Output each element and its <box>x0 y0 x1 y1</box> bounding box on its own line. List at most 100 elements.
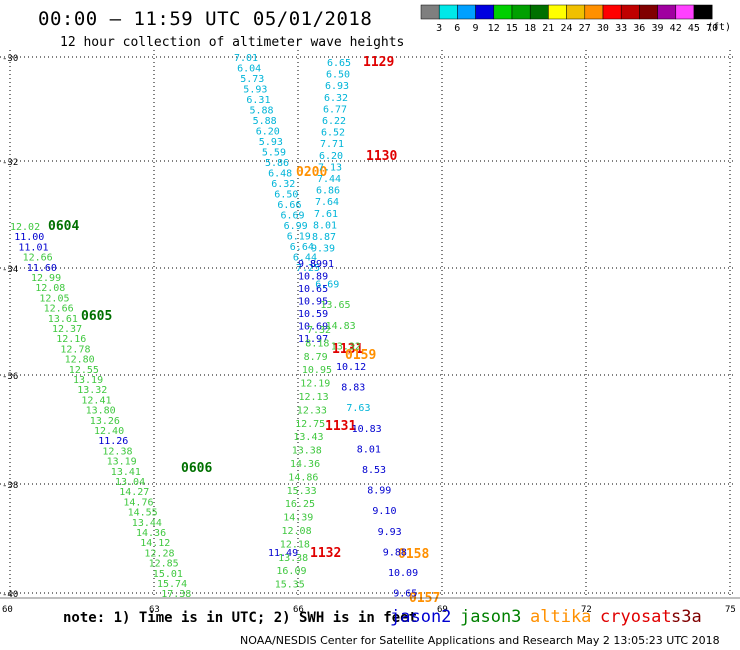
colorbar-swatch <box>602 4 622 20</box>
wave-height-value: 11.26 <box>98 436 128 447</box>
lon-label: 72 <box>581 605 592 615</box>
wave-height-value: 7.64 <box>315 197 339 208</box>
pass-time-label: 0158 <box>398 547 429 562</box>
colorbar-swatch <box>675 4 695 20</box>
wave-height-value: 12.55 <box>69 365 99 376</box>
wave-height-value: 12.99 <box>31 273 61 284</box>
colorbar-label: 21 <box>542 23 554 34</box>
wave-height-value: 9.39 <box>311 244 335 255</box>
wave-height-value: 6.50 <box>274 190 298 201</box>
pass-time-label: 1130 <box>366 149 397 164</box>
wave-height-value: 6.32 <box>324 93 348 104</box>
wave-height-value: 6.20 <box>256 127 280 138</box>
wave-height-value: 6.69 <box>281 211 305 222</box>
wave-height-value: 15.35 <box>275 580 305 591</box>
pass-time-label: 0157 <box>409 591 440 606</box>
wave-height-value: 6.77 <box>323 104 347 115</box>
wave-height-value: 13.32 <box>331 341 361 352</box>
lat-label: -32 <box>2 158 18 168</box>
wave-height-value: 11.00 <box>14 232 44 243</box>
wave-height-value: 6.31 <box>246 95 270 106</box>
wave-height-value: 5.93 <box>243 85 267 96</box>
wave-height-value: 12.28 <box>144 548 174 559</box>
wave-height-value: 9.88 <box>383 547 407 558</box>
wave-height-value: 8.91 <box>310 259 334 270</box>
wave-height-value: 12.80 <box>65 355 95 366</box>
wave-height-value: 13.38 <box>278 553 308 564</box>
wave-height-value: 7.25 <box>296 263 320 274</box>
wave-height-value: 6.86 <box>316 186 340 197</box>
lon-label: 69 <box>437 605 448 615</box>
colorbar-swatch <box>584 4 604 20</box>
wave-height-value: 7.71 <box>320 139 344 150</box>
colorbar-label: 27 <box>579 23 591 34</box>
wave-height-value: 6.04 <box>237 64 261 75</box>
wave-height-value: 5.93 <box>259 137 283 148</box>
wave-height-value: 10.12 <box>336 362 366 373</box>
wave-height-value: 6.64 <box>290 242 314 253</box>
wave-height-value: 14.76 <box>123 497 153 508</box>
wave-height-value: 12.05 <box>39 293 69 304</box>
wave-height-value: 13.80 <box>86 406 116 417</box>
wave-height-value: 10.69 <box>298 322 328 333</box>
wave-height-value: 10.83 <box>352 424 382 435</box>
wave-height-value: 6.19 <box>287 232 311 243</box>
wave-height-value: 13.19 <box>73 375 103 386</box>
wave-height-value: 14.86 <box>288 472 318 483</box>
footer-credit: NOAA/NESDIS Center for Satellite Applica… <box>240 634 720 647</box>
colorbar-label: 15 <box>506 23 518 34</box>
wave-height-value: 14.39 <box>283 513 313 524</box>
wave-height-value: 12.78 <box>60 344 90 355</box>
wave-height-value: 13.65 <box>320 300 350 311</box>
colorbar-swatch <box>639 4 658 20</box>
wave-height-value: 8.18 <box>305 338 329 349</box>
legend-jason2: jason2 <box>390 607 452 627</box>
legend-s3a: s3a <box>671 607 702 627</box>
wave-height-value: 6.99 <box>284 221 308 232</box>
wave-height-value: 14.83 <box>326 321 356 332</box>
wave-height-value: 8.99 <box>367 486 391 497</box>
wave-height-value: 10.95 <box>302 365 332 376</box>
colorbar-swatch <box>657 4 677 20</box>
pass-time-label: 0159 <box>345 348 376 363</box>
pass-time-label: 0605 <box>81 309 112 324</box>
colorbar-label: 6 <box>454 23 460 34</box>
colorbar-label: 33 <box>615 23 627 34</box>
wave-height-value: 10.59 <box>298 309 328 320</box>
wave-height-value: 12.13 <box>299 392 329 403</box>
wave-height-value: 9.10 <box>372 506 396 517</box>
pass-time-label: 1132 <box>310 546 341 561</box>
pass-time-label: 0606 <box>181 461 212 476</box>
wave-height-value: 7.01 <box>234 53 258 64</box>
wave-height-value: 16.25 <box>285 499 315 510</box>
wave-height-value: 12.19 <box>300 379 330 390</box>
wave-height-value: 14.12 <box>140 538 170 549</box>
colorbar-unit: (ft) <box>707 22 732 33</box>
wave-height-value: 12.16 <box>56 334 86 345</box>
colorbar-swatch <box>529 4 549 20</box>
pass-time-label: 1131 <box>332 342 363 357</box>
page-title: 00:00 – 11:59 UTC 05/01/2018 <box>38 8 373 30</box>
wave-height-value: 6.69 <box>315 280 339 291</box>
wave-height-value: 12.38 <box>102 446 132 457</box>
wave-height-value: 12.40 <box>94 426 124 437</box>
wave-height-value: 5.88 <box>253 116 277 127</box>
pass-time-label: 1129 <box>363 55 394 70</box>
wave-height-value: 7.13 <box>318 162 342 173</box>
wave-height-value: 17.38 <box>161 589 191 600</box>
colorbar-swatch <box>493 4 513 20</box>
wave-height-value: 8.01 <box>313 220 337 231</box>
colorbar-label: 36 <box>633 23 645 34</box>
colorbar-swatch <box>693 4 713 20</box>
wave-height-value: 12.02 <box>10 222 40 233</box>
page-subtitle: 12 hour collection of altimeter wave hei… <box>60 35 405 50</box>
pass-time-label: 1131 <box>325 419 356 434</box>
wave-height-value: 6.66 <box>277 200 301 211</box>
wave-height-value: 6.20 <box>319 151 343 162</box>
wave-height-value: 8.83 <box>341 383 365 394</box>
wave-height-value: 6.32 <box>271 179 295 190</box>
wave-height-value: 13.44 <box>132 518 162 529</box>
lon-label: 75 <box>725 605 736 615</box>
